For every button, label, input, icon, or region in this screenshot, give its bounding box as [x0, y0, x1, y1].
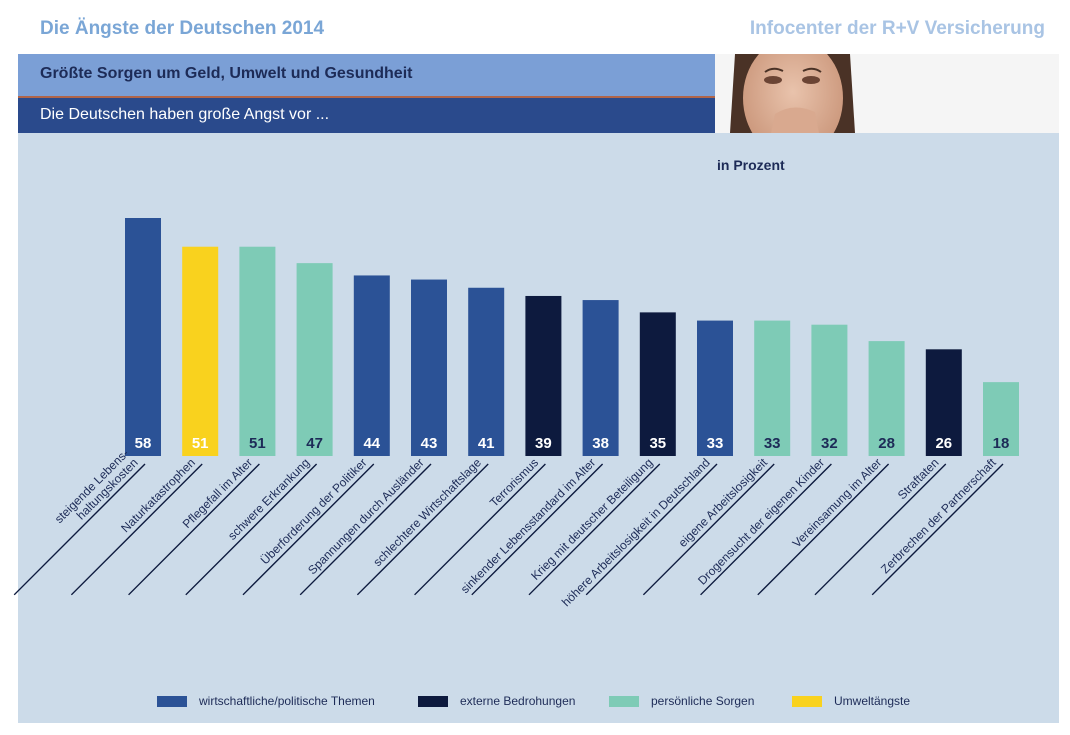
- chart-bar: [754, 320, 791, 456]
- bar-value-label: 18: [993, 435, 1010, 452]
- category-leader-line: [871, 463, 1004, 596]
- legend-swatch: [418, 695, 448, 707]
- bar-value-label: 38: [592, 435, 609, 452]
- legend-item-extern: externe Bedrohungen: [418, 694, 575, 708]
- chart-bar: [639, 312, 676, 456]
- chart-bar: [468, 287, 505, 456]
- bar-value-label: 35: [649, 435, 666, 452]
- bar-value-label: 51: [249, 435, 266, 452]
- category-label: Zerbrechen der Partnerschaft: [878, 455, 999, 576]
- category-leader-line: [70, 463, 203, 596]
- chart-bar: [925, 349, 962, 456]
- bar-value-label: 51: [192, 435, 209, 452]
- category-leader-line: [242, 463, 375, 596]
- chart-bar: [411, 279, 447, 456]
- bar-value-label: 58: [135, 435, 152, 452]
- bar-value-label: 41: [478, 435, 495, 452]
- unit-label: in Prozent: [717, 157, 785, 173]
- category-label: Terrorismus: [487, 456, 541, 510]
- brand-name: Infocenter der R+V Versicherung: [749, 18, 1045, 39]
- legend-item-wirtschaftlich: wirtschaftliche/politische Themen: [157, 694, 375, 708]
- legend-label: Umweltängste: [834, 694, 911, 708]
- bar-value-label: 47: [306, 435, 323, 452]
- legend-label: externe Bedrohungen: [460, 694, 576, 708]
- header-photo: [715, 54, 1059, 133]
- chart-bar: [811, 324, 848, 456]
- legend-item-umwelt: Umweltängste: [792, 694, 910, 708]
- category-leader-line: [700, 463, 832, 596]
- category-label: Straftaten: [895, 456, 942, 503]
- chart-bar: [868, 341, 905, 456]
- bar-value-label: 39: [535, 435, 552, 452]
- divider: [18, 96, 715, 98]
- legend-swatch: [792, 695, 822, 707]
- bar-value-label: 44: [363, 435, 380, 452]
- category-leader-line: [185, 463, 318, 596]
- category-leader-line: [814, 463, 947, 596]
- legend-swatch: [609, 695, 639, 707]
- category-leader-line: [757, 463, 890, 596]
- chart-bar: [239, 246, 276, 456]
- subtitle-band: Größte Sorgen um Geld, Umwelt und Gesund…: [18, 54, 715, 96]
- page-title: Die Ängste der Deutschen 2014: [40, 18, 325, 39]
- category-label: Spannungen durch Ausländer: [305, 456, 427, 578]
- category-leader-line: [13, 463, 146, 596]
- chart-bar: [983, 382, 1019, 456]
- category-leader-line: [471, 463, 604, 596]
- chart-bar: [125, 218, 161, 456]
- chart-bar: [697, 320, 733, 456]
- chart-lead-text: Die Deutschen haben große Angst vor ...: [40, 106, 330, 123]
- chart-bar: [582, 300, 619, 456]
- category-label: Überforderung der Politiker: [258, 456, 370, 568]
- bar-value-label: 33: [707, 435, 724, 452]
- legend-swatch: [157, 695, 187, 707]
- chart-bar: [296, 263, 333, 456]
- category-leader-line: [356, 463, 489, 596]
- bar-value-label: 32: [821, 435, 838, 452]
- category-leader-line: [299, 463, 432, 596]
- chart-bar: [525, 295, 562, 456]
- face-photo-illustration: [715, 54, 1059, 133]
- category-label: schlechtere Wirtschaftslage: [370, 455, 484, 569]
- bar-value-label: 43: [421, 435, 438, 452]
- legend-label: wirtschaftliche/politische Themen: [199, 694, 375, 708]
- bar-value-label: 28: [878, 435, 895, 452]
- legend-item-persoenlich: persönliche Sorgen: [609, 694, 754, 708]
- chart-bar: [182, 246, 219, 456]
- category-leader-line: [414, 463, 546, 596]
- legend-label: persönliche Sorgen: [651, 694, 755, 708]
- chart-bar: [353, 275, 390, 456]
- bar-value-label: 33: [764, 435, 781, 452]
- category-leader-line: [528, 463, 661, 596]
- chart-subtitle: Größte Sorgen um Geld, Umwelt und Gesund…: [40, 65, 413, 82]
- category-leader-line: [128, 463, 260, 596]
- bar-value-label: 26: [935, 435, 952, 452]
- lead-band: Die Deutschen haben große Angst vor ...: [18, 98, 715, 133]
- category-leader-line: [585, 463, 718, 596]
- category-leader-line: [642, 463, 775, 596]
